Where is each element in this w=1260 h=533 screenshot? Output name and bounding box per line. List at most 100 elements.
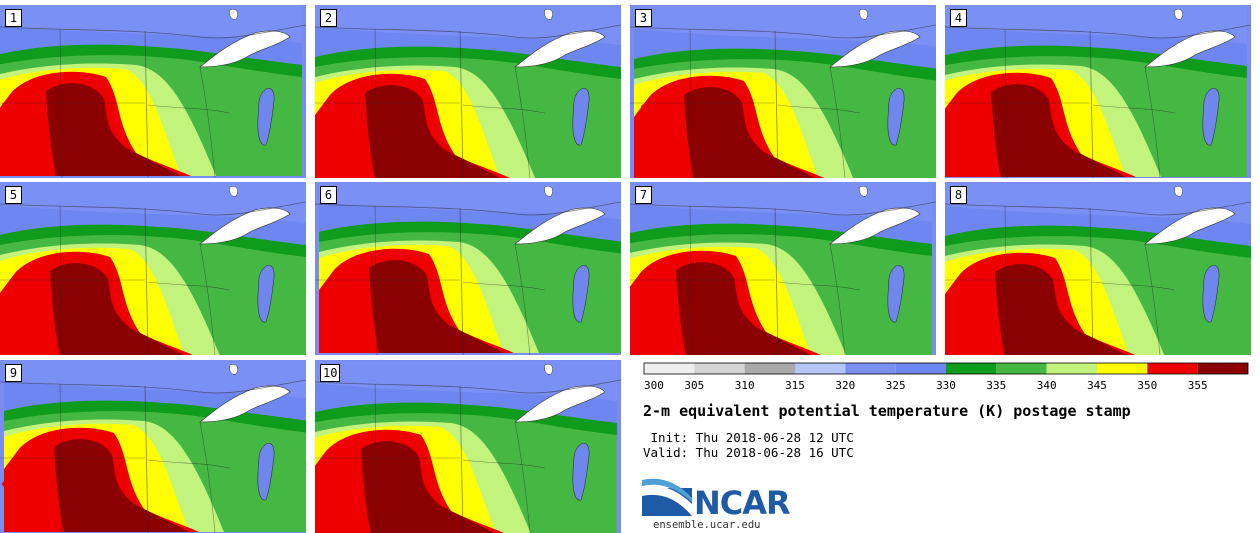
lake-michigan [1202,88,1220,146]
border-line [144,30,149,178]
field-speckle [665,138,677,144]
border-line [459,30,464,178]
border-line [829,66,846,178]
member-number-label: 6 [320,186,337,204]
field-speckle [13,115,23,121]
member-number-label: 7 [635,186,652,204]
field-speckle [960,103,968,109]
border-line [59,383,63,533]
dark-red-core [676,262,811,355]
field-speckle [353,307,363,313]
legend-swatch [1197,363,1248,374]
ensemble-member-map-7: 7 [630,182,936,355]
member-number-label: 1 [5,9,22,27]
border-line [945,102,1176,114]
legend-tick-label: 340 [1037,379,1057,392]
border-line [514,421,531,533]
field-speckle [953,313,963,319]
field-speckle [325,324,337,330]
cool-band [630,182,932,222]
border-line [689,28,693,178]
border-line [689,205,693,355]
border-line [1004,28,1008,178]
legend-swatch [795,363,846,374]
lake-michigan [257,265,275,323]
lake-superior [1144,207,1236,245]
legend-swatch [694,363,745,374]
dark-red-core [365,85,500,178]
legend-tick-label: 310 [735,379,755,392]
ncar-swoosh-icon [642,478,692,516]
border-line [59,205,63,355]
ensemble-member-map-6: 6 [315,182,621,355]
member-number-label: 3 [635,9,652,27]
valid-time: Valid: Thu 2018-06-28 16 UTC [643,445,854,460]
border-line [315,279,546,291]
field-speckle [345,459,357,465]
lake-superior [514,207,606,245]
field-speckle [40,473,48,479]
field-layers [319,182,621,353]
init-time: Init: Thu 2018-06-28 12 UTC [643,430,854,445]
lake-superior [514,30,606,68]
border-line [199,243,216,355]
field-speckle [25,132,37,138]
field-speckle [966,279,978,285]
border-line [374,383,378,533]
member-number-label: 2 [320,9,337,27]
field-speckle [645,327,657,333]
dark-red-core [995,264,1127,355]
field-speckle [20,283,28,289]
ensemble-member-map-2: 2 [315,5,621,178]
dark-red-core [684,87,816,178]
border-line [829,243,846,355]
member-number-label: 9 [5,364,22,382]
plot-title: 2-m equivalent potential temperature (K)… [643,402,1131,420]
legend-tick-label: 300 [644,379,664,392]
legend-tick-label: 325 [886,379,906,392]
logo-url: ensemble.ucar.edu [653,519,761,531]
lake-north [229,9,238,20]
border-line [374,28,378,178]
color-scale-legend: 300 305 310 315 320 325 330 335 340 345 350 355 [643,362,1249,392]
border-line [514,66,531,178]
field-speckle [973,124,983,130]
member-number-label: 4 [950,9,967,27]
legend-swatch [1147,363,1198,374]
legend-tick-label: 355 [1188,379,1208,392]
field-speckle [33,304,43,310]
field-speckle [333,118,343,124]
border-line [1144,66,1161,178]
lake-north [1174,186,1183,197]
legend-tick-label: 305 [684,379,704,392]
field-layers [630,182,932,355]
border-line [374,205,378,355]
border-line [144,207,149,355]
field-speckle [633,310,643,316]
ensemble-member-map-1: 1 [0,5,306,178]
border-line [315,102,546,114]
ensemble-member-map-3: 3 [630,5,936,178]
lake-north [1174,9,1183,20]
border-line [945,279,1176,291]
cool-band [315,361,617,401]
border-line [315,457,546,469]
member-number-label: 10 [320,364,341,382]
lake-superior [829,30,921,68]
field-layers [315,5,621,178]
field-speckle [26,460,38,466]
logo-wordmark: NCAR [694,484,791,522]
border-line [630,102,861,114]
dark-red-core [369,260,504,353]
lake-north [229,186,238,197]
dark-red-core [361,441,495,533]
cool-band [945,5,1247,44]
field-speckle [322,105,330,111]
field-speckle [641,104,649,110]
lake-michigan [572,443,590,501]
field-speckle [345,135,357,141]
legend-swatch [845,363,896,374]
field-layers [945,5,1247,177]
dark-red-core [50,263,184,355]
ensemble-member-map-5: 5 [0,182,306,355]
